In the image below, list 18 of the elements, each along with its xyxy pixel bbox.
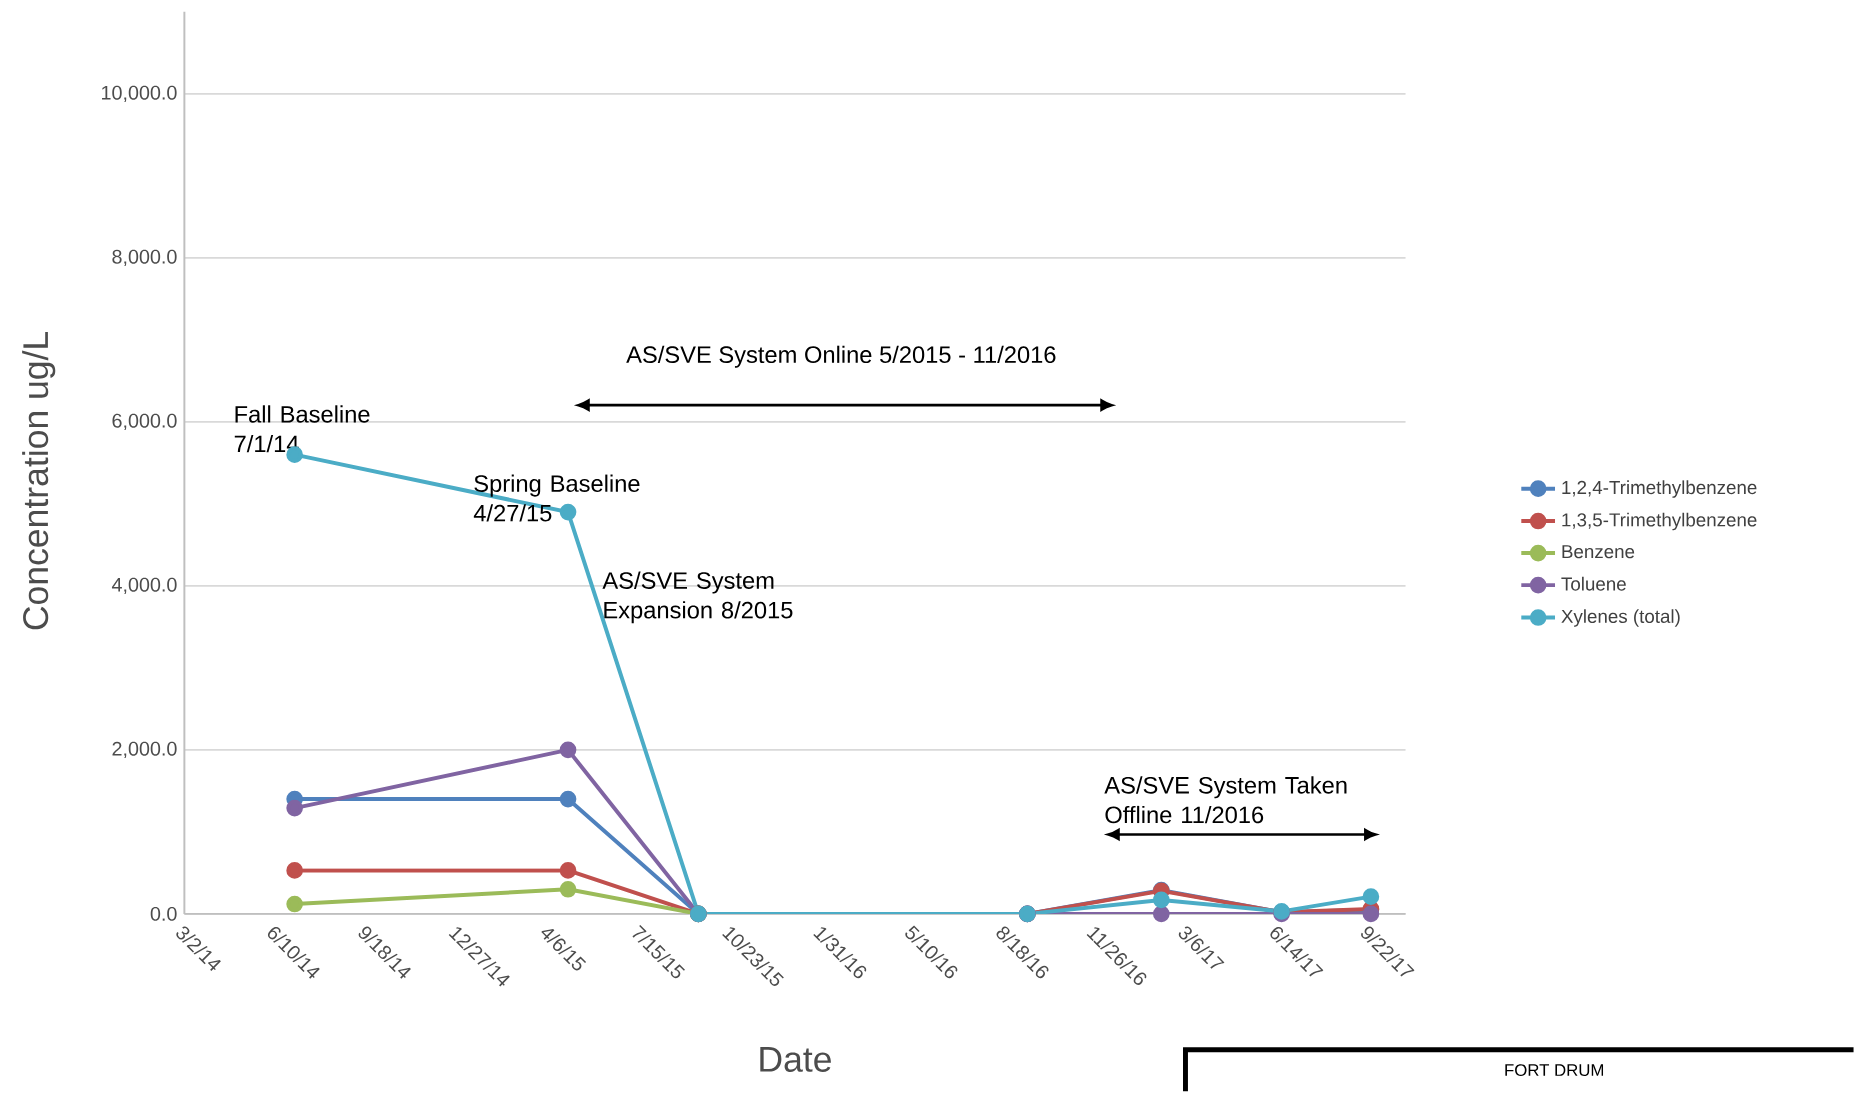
annotation: AS/SVE System Online 5/2015 - 11/2016 xyxy=(626,345,1056,368)
annotation: Spring Baseline 4/27/15 xyxy=(473,474,640,522)
y-axis-title: Concentration ug/L xyxy=(22,332,56,630)
text: FORT DRUM xyxy=(1505,1064,1604,1077)
y-tick-label: 10,000.0 xyxy=(102,85,177,103)
legend-label: Xylenes (total) xyxy=(1561,609,1680,627)
y-tick-label: 0.0 xyxy=(150,907,177,921)
legend-label: 1,3,5-Trimethylbenzene xyxy=(1562,512,1757,531)
legend-label: Toluene xyxy=(1561,576,1626,591)
annotation: AS/SVE System Expansion 8/2015 xyxy=(602,571,793,624)
x-axis-title: Date xyxy=(760,1047,831,1073)
y-tick-label: 2,000.0 xyxy=(112,741,177,759)
annotation: AS/SVE System Taken Offline 11/2016 xyxy=(1104,776,1347,824)
legend-label: Benzene xyxy=(1562,545,1635,559)
legend-label: 1,2,4-Trimethylbenzene xyxy=(1562,480,1757,498)
y-tick-label: 8,000.0 xyxy=(112,249,177,267)
y-tick-label: 4,000.0 xyxy=(111,577,177,595)
y-tick-label: 6,000.0 xyxy=(112,413,177,431)
